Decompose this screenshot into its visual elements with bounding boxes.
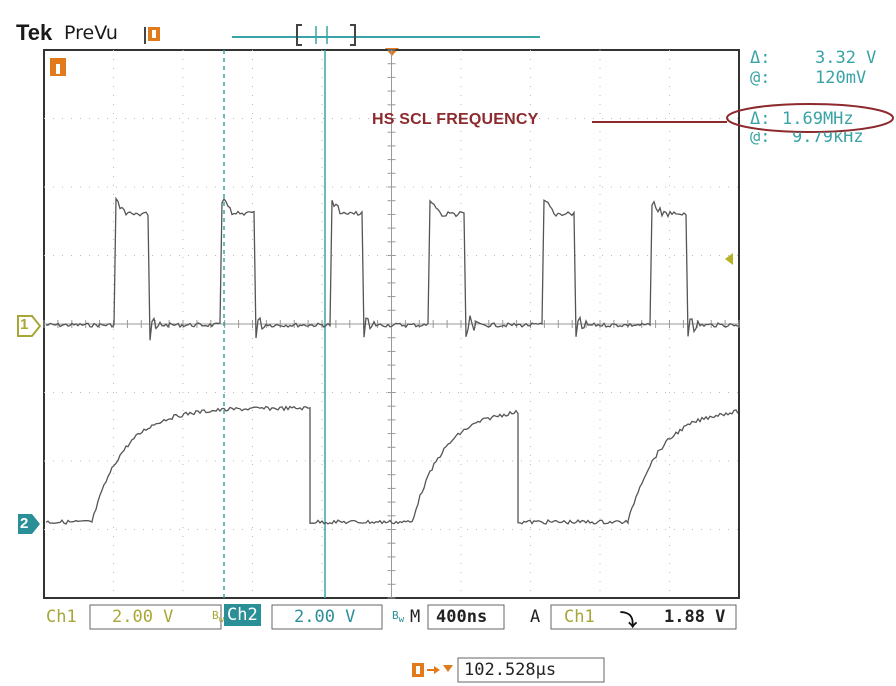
ch2-scale[interactable]: 2.00 V [294, 607, 356, 627]
timebase-value[interactable]: 400ns [436, 607, 488, 627]
brand-label: Tek [16, 20, 53, 45]
timebase-label: M [410, 607, 421, 627]
annotation-label: HS SCL FREQUENCY [372, 111, 539, 128]
delta-time-symbol: Δ: [750, 109, 771, 129]
trigger-position-icon[interactable] [144, 27, 160, 44]
record-position-bar [232, 24, 540, 46]
channel-1-ground-marker[interactable] [17, 315, 42, 337]
trigger-slope-icon[interactable]: ⤵ [620, 611, 637, 631]
trigger-offset-icon [412, 661, 456, 684]
channel-2-label: 2 [20, 515, 29, 532]
trigger-position-value[interactable]: 102.528µs [464, 660, 557, 680]
trigger-level-arrow[interactable] [725, 253, 733, 265]
acquisition-mode-label: PreVu [64, 22, 118, 44]
cursors [223, 50, 326, 598]
trigger-mode-label: A [530, 607, 541, 627]
trigger-level[interactable]: 1.88 V [664, 607, 726, 627]
waveform-traces [45, 196, 739, 525]
channel-1-waveform [45, 196, 739, 341]
trigger-level-marker-left[interactable] [50, 58, 66, 76]
ch1-scale[interactable]: 2.00 V [112, 607, 174, 627]
channel-2-waveform [45, 405, 739, 525]
delta-voltage-symbol: Δ: [750, 48, 771, 68]
cursor-frequency-symbol: @: [750, 127, 771, 147]
channel-1-label: 1 [20, 316, 29, 333]
ch2-label[interactable]: Ch2 [224, 604, 261, 626]
cursor-voltage-symbol: @: [750, 68, 771, 88]
annotation-ellipse [726, 103, 894, 133]
trigger-source[interactable]: Ch1 [564, 607, 595, 627]
delta-frequency-value: 1.69MHz [782, 109, 854, 129]
cursor-voltage-value: 120mV [815, 68, 867, 88]
bandwidth-limit-icon: Bw [392, 609, 405, 626]
delta-voltage-value: 3.32 V [815, 48, 877, 68]
ch1-label[interactable]: Ch1 [46, 607, 77, 627]
channel-2-ground-marker[interactable] [18, 514, 40, 534]
graticule-grid [43, 49, 740, 599]
cursor-frequency-value: 9.79kHz [792, 127, 864, 147]
bandwidth-limit-icon: Bw [212, 609, 225, 626]
